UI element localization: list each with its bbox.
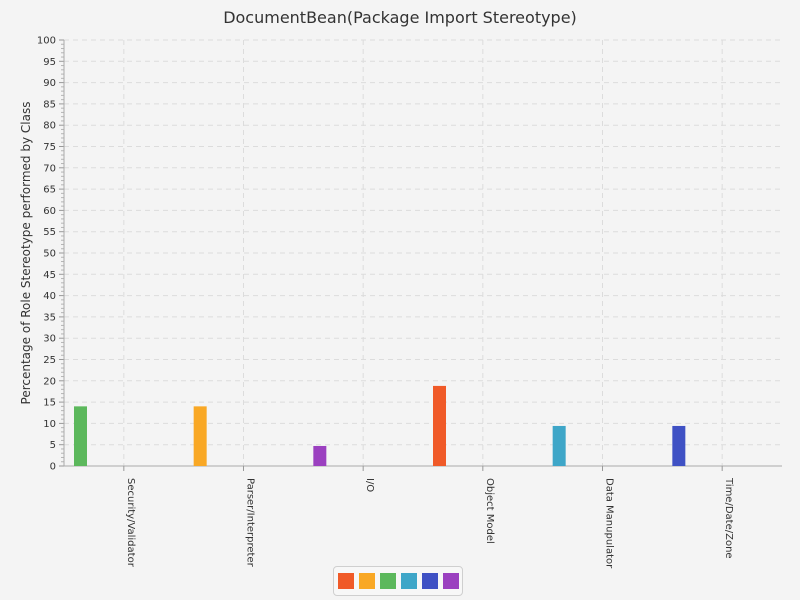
y-tick-label: 70: [43, 163, 56, 174]
y-tick-label: 15: [43, 398, 56, 409]
legend-swatch: [379, 573, 396, 589]
bar: [313, 445, 327, 466]
y-tick-label: 80: [43, 121, 56, 132]
x-tick-label: I/O: [364, 478, 375, 492]
bar: [433, 385, 446, 466]
y-tick-label: 25: [43, 355, 56, 366]
x-tick-label: Security/Validator: [125, 478, 136, 568]
x-tick-label: Data Manupulator: [604, 478, 615, 569]
y-tick-label: 0: [50, 462, 56, 473]
bar: [672, 425, 686, 466]
chart-title: DocumentBean(Package Import Stereotype): [223, 8, 577, 27]
x-tick-label: Parser/Interpreter: [245, 478, 256, 568]
y-tick-label: 90: [43, 78, 56, 89]
y-tick-label: 55: [43, 227, 56, 238]
y-tick-label: 50: [43, 249, 56, 260]
legend-swatch: [400, 573, 417, 589]
y-tick-label: 65: [43, 185, 56, 196]
y-tick-label: 5: [50, 440, 56, 451]
y-tick-label: 35: [43, 312, 56, 323]
bar: [552, 425, 566, 466]
y-tick-label: 45: [43, 270, 56, 281]
bar: [193, 406, 207, 466]
x-tick-label: Object Model: [484, 478, 495, 544]
legend-swatch: [421, 573, 438, 589]
y-tick-label: 85: [43, 99, 56, 110]
bar: [74, 406, 87, 466]
x-tick-label: Time/Date/Zone: [723, 477, 734, 559]
legend-swatch: [358, 573, 375, 589]
y-tick-label: 75: [43, 142, 56, 153]
y-tick-label: 20: [43, 376, 56, 387]
legend-swatch: [337, 573, 354, 589]
legend-swatch: [442, 573, 459, 589]
y-tick-label: 40: [43, 291, 56, 302]
legend: [333, 566, 463, 596]
y-tick-label: 30: [43, 334, 56, 345]
y-tick-label: 10: [43, 419, 56, 430]
y-tick-label: 60: [43, 206, 56, 217]
y-tick-label: 100: [37, 36, 56, 47]
y-tick-label: 95: [43, 57, 56, 68]
